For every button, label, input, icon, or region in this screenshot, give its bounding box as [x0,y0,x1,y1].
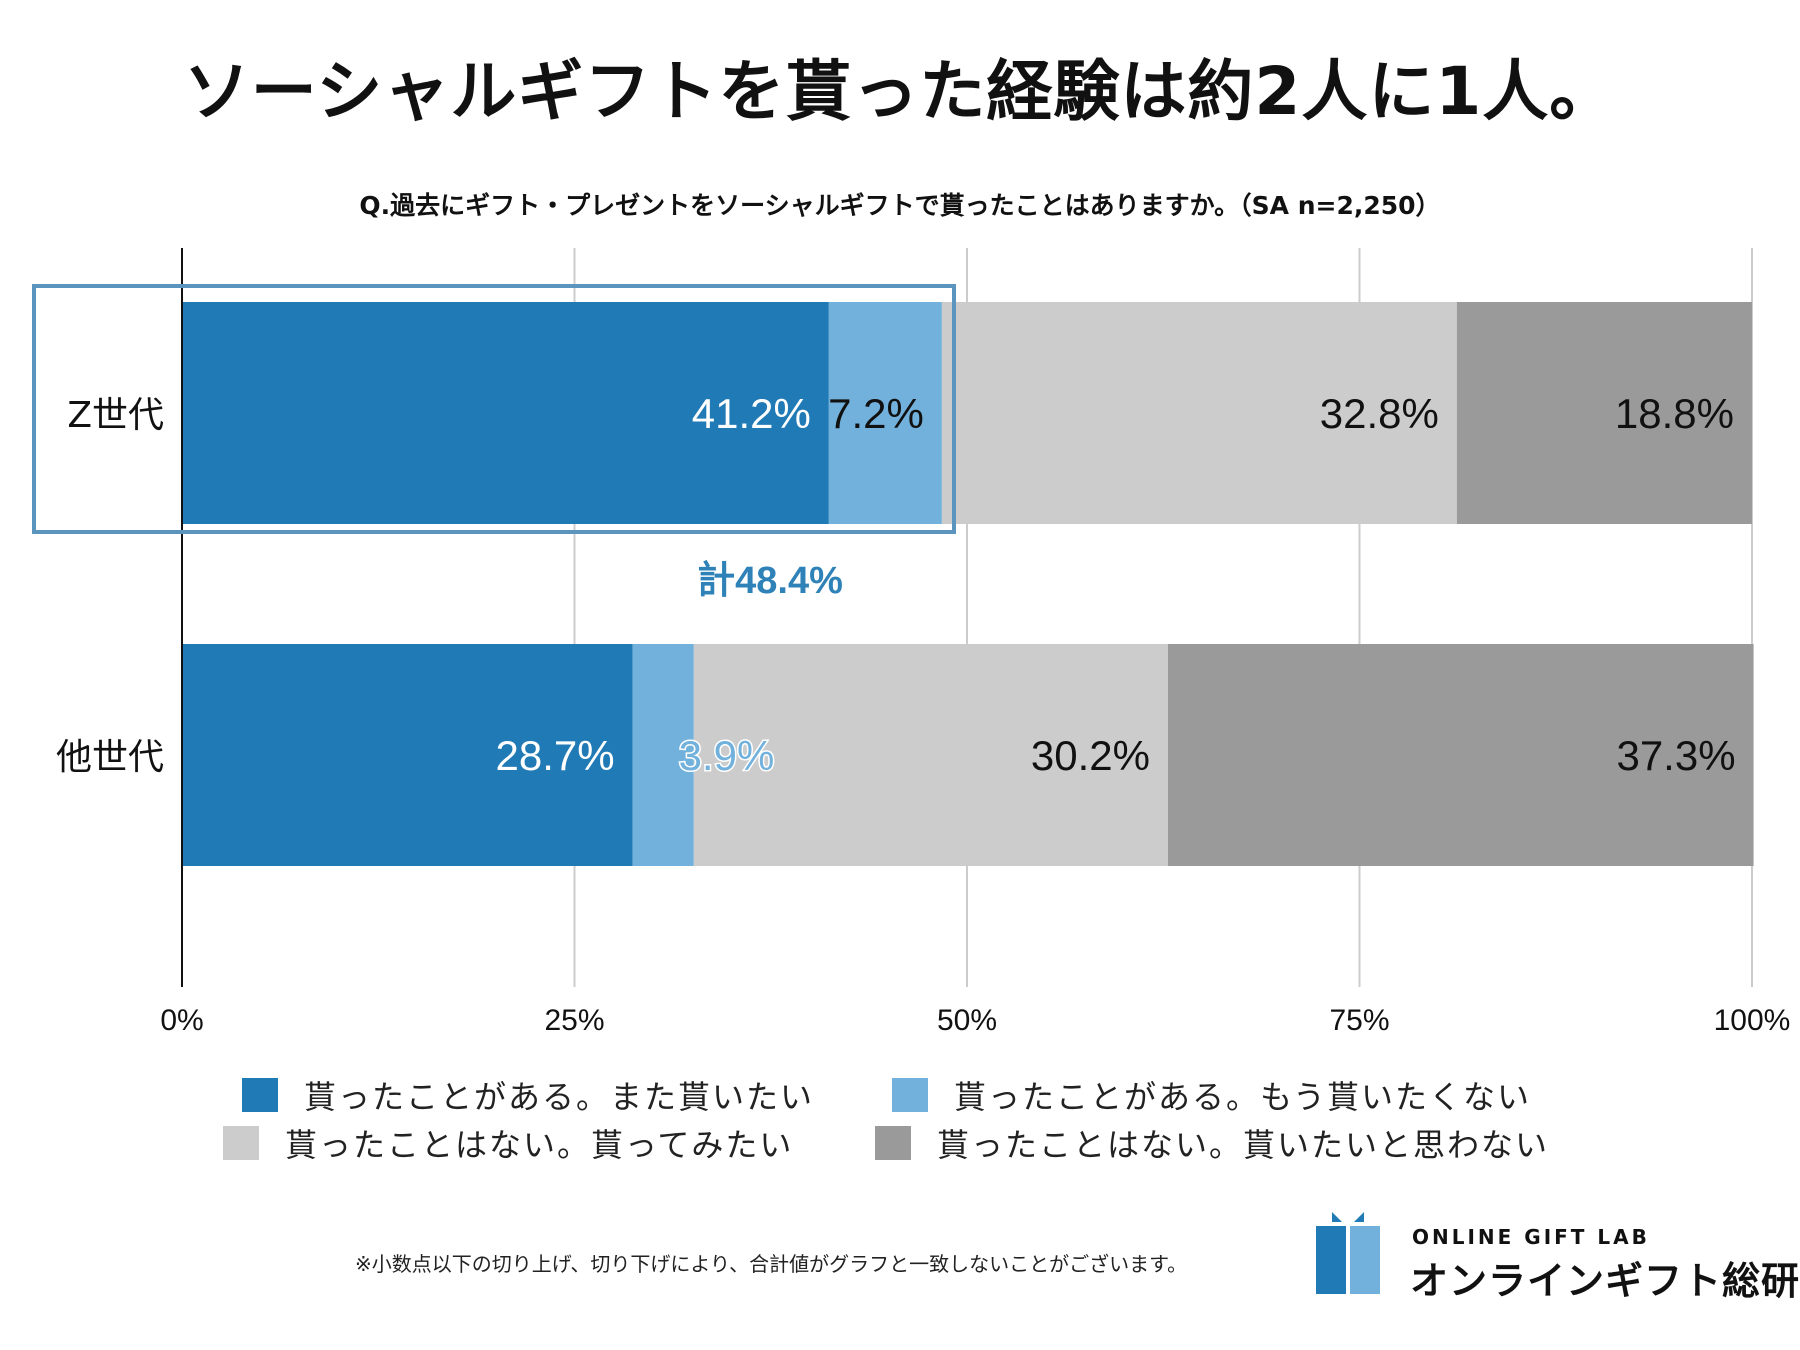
legend-label-3: 貰ったことはない。貰ってみたい [285,1126,794,1164]
page-title: ソーシャルギフトを貰った経験は約2人に1人。 [183,53,1617,130]
data-label: 32.8% [1320,390,1439,437]
legend-label-2: 貰ったことがある。もう貰いたくない [954,1078,1532,1116]
data-label: 28.7% [495,732,614,779]
category-label: Z世代 [67,395,164,436]
category-label: 他世代 [56,737,164,778]
bar-segments [182,302,1754,866]
data-label: 37.3% [1616,732,1735,779]
total-callout: 計48.4% [697,560,843,602]
bar-segment [941,302,1457,524]
legend-item-3: 貰ったことはない。貰ってみたい [223,1120,793,1166]
legend-item-2: 貰ったことがある。もう貰いたくない [892,1072,1531,1118]
bar-segment [182,302,829,524]
data-label: 41.2% [692,390,811,437]
x-tick-label: 50% [937,1004,997,1037]
data-label: 7.2% [828,390,924,437]
legend-item-1: 貰ったことがある。また貰いたい [242,1072,814,1118]
x-tick-label: 25% [544,1004,604,1037]
data-label: 3.9% [679,732,775,779]
data-labels: 41.2% 7.2% 32.8% 18.8% 28.7% 3.9% 30.2% 37.3% [495,390,1735,781]
bar-segment [828,302,942,524]
legend-swatch-2 [892,1078,928,1112]
x-tick-label: 0% [160,1004,203,1037]
bar-segment [182,644,633,866]
logo-text-en: ONLINE GIFT LAB [1412,1225,1650,1249]
data-label: 18.8% [1615,390,1734,437]
footnote: ※小数点以下の切り上げ、切り下げにより、合計値がグラフと一致しないことがございま… [355,1252,1188,1276]
x-tick-label: 75% [1329,1004,1389,1037]
gift-box-logo-icon [1316,1212,1380,1294]
legend-item-4: 貰ったことはない。貰いたいと思わない [875,1120,1549,1166]
bar-segment [632,644,694,866]
chart-subtitle: Q.過去にギフト・プレゼントをソーシャルギフトで貰ったことはありますか。（SA … [359,191,1441,220]
logo-text-ja: オンラインギフト総研 [1410,1259,1800,1303]
data-label: 30.2% [1031,732,1150,779]
legend-swatch-4 [875,1126,911,1160]
legend-swatch-3 [223,1126,259,1160]
x-tick-label: 100% [1714,1004,1791,1037]
tick-labels: 0% 25% 50% 75% 100% [160,1004,1790,1037]
bar-segment [693,644,1168,866]
legend-label-1: 貰ったことがある。また貰いたい [304,1078,815,1116]
legend-label-4: 貰ったことはない。貰いたいと思わない [937,1126,1550,1164]
bar-segment [1456,302,1752,524]
bar-segment [1167,644,1754,866]
legend-swatch-1 [242,1078,278,1112]
highlight-box [32,284,956,534]
